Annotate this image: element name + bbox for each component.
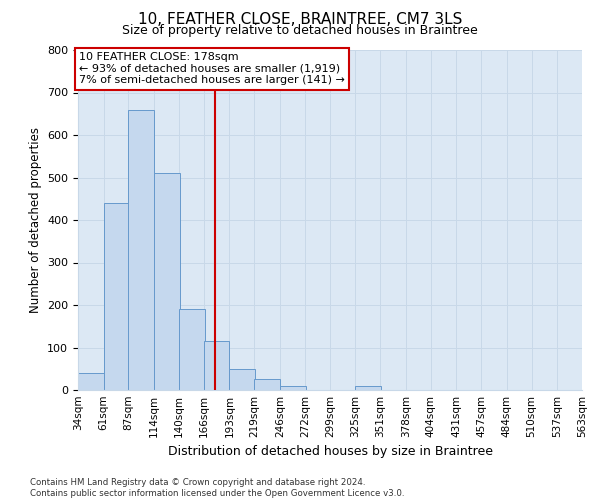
Bar	[179, 309, 205, 390]
Bar	[104, 203, 130, 390]
X-axis label: Distribution of detached houses by size in Braintree: Distribution of detached houses by size …	[167, 446, 493, 458]
Bar	[229, 369, 255, 390]
Bar	[154, 174, 180, 390]
Bar	[78, 373, 104, 390]
Y-axis label: Number of detached properties: Number of detached properties	[29, 127, 41, 313]
Bar	[280, 386, 306, 390]
Text: Size of property relative to detached houses in Braintree: Size of property relative to detached ho…	[122, 24, 478, 37]
Bar	[355, 386, 381, 390]
Text: 10 FEATHER CLOSE: 178sqm
← 93% of detached houses are smaller (1,919)
7% of semi: 10 FEATHER CLOSE: 178sqm ← 93% of detach…	[79, 52, 345, 86]
Bar	[204, 341, 229, 390]
Text: 10, FEATHER CLOSE, BRAINTREE, CM7 3LS: 10, FEATHER CLOSE, BRAINTREE, CM7 3LS	[138, 12, 462, 28]
Bar	[254, 380, 280, 390]
Bar	[128, 110, 154, 390]
Text: Contains HM Land Registry data © Crown copyright and database right 2024.
Contai: Contains HM Land Registry data © Crown c…	[30, 478, 404, 498]
